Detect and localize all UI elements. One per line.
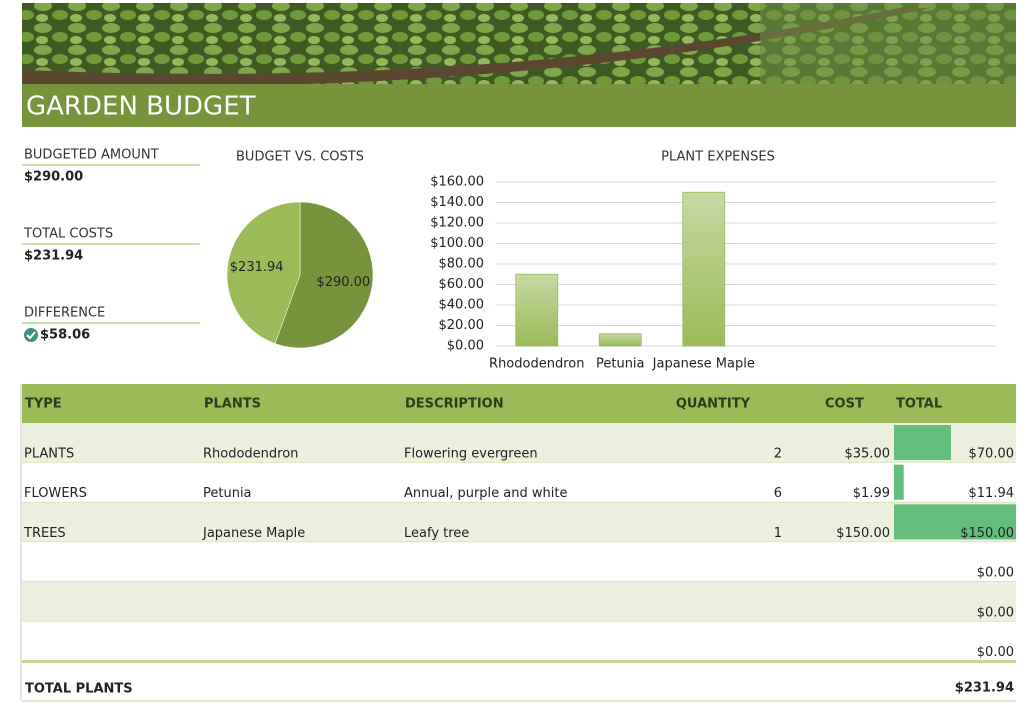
table-cell: $150.00 (836, 526, 890, 541)
pie-label: $290.00 (316, 275, 370, 290)
table-cell: $1.99 (853, 486, 890, 501)
summary-value: $231.94 (24, 249, 83, 264)
table-row (22, 502, 1016, 543)
table-cell: Japanese Maple (202, 526, 305, 541)
pie-slice (226, 201, 301, 344)
table-cell: 2 (774, 447, 782, 462)
data-bar (894, 425, 951, 460)
column-header: TOTAL (896, 397, 942, 412)
table-cell: Leafy tree (404, 526, 469, 541)
table-cell: 6 (774, 486, 782, 501)
pie-slice (274, 201, 374, 349)
table-cell: $0.00 (977, 605, 1014, 620)
bar (515, 273, 559, 347)
grass (760, 3, 1016, 84)
title-band (22, 84, 1016, 127)
column-header: QUANTITY (676, 397, 751, 412)
table-cell: Flowering evergreen (404, 447, 538, 462)
summary-value: $58.06 (40, 328, 90, 343)
table-row (22, 423, 1016, 463)
table-cell: 1 (774, 526, 782, 541)
x-tick-label: Japanese Maple (652, 357, 755, 372)
table-cell: $11.94 (969, 486, 1015, 501)
y-tick-label: $160.00 (430, 175, 484, 190)
data-bar (894, 504, 1016, 540)
table-cell: Petunia (203, 486, 252, 501)
column-header: DESCRIPTION (405, 397, 504, 412)
summary-label: TOTAL COSTS (23, 227, 113, 242)
basket-rim (22, 8, 930, 87)
table-row (22, 542, 1016, 582)
x-tick-label: Rhododendron (489, 357, 584, 372)
check-icon (24, 328, 38, 342)
table-cell: PLANTS (24, 447, 74, 462)
bar (598, 333, 642, 347)
table-header (22, 384, 1016, 423)
table-cell: Rhododendron (203, 447, 298, 462)
chart-title: PLANT EXPENSES (661, 150, 775, 165)
column-header: TYPE (25, 397, 62, 412)
y-tick-label: $60.00 (439, 277, 485, 292)
table-row (22, 462, 1016, 503)
table-cell: $70.00 (969, 447, 1015, 462)
data-bar (894, 464, 904, 500)
table-cell: $0.00 (977, 566, 1014, 581)
pie-label: $231.94 (230, 260, 284, 275)
y-tick-label: $140.00 (430, 195, 484, 210)
column-header: COST (825, 397, 864, 412)
table-cell: $0.00 (977, 645, 1014, 660)
y-tick-label: $0.00 (447, 339, 484, 354)
total-value: $231.94 (955, 681, 1014, 696)
table-row (22, 581, 1016, 622)
page-title: GARDEN BUDGET (26, 92, 256, 122)
table-cell: $150.00 (960, 526, 1014, 541)
table-cell: Annual, purple and white (404, 486, 567, 501)
summary-value: $290.00 (24, 170, 83, 185)
chart-title: BUDGET VS. COSTS (236, 150, 364, 165)
table-cell: $35.00 (845, 447, 891, 462)
check-mark (26, 331, 36, 340)
x-tick-label: Petunia (596, 357, 645, 372)
summary-label: BUDGETED AMOUNT (24, 148, 159, 163)
y-tick-label: $120.00 (430, 216, 484, 231)
y-tick-label: $40.00 (439, 298, 485, 313)
column-header: PLANTS (204, 397, 261, 412)
y-tick-label: $80.00 (439, 257, 485, 272)
table-row (22, 621, 1016, 662)
y-tick-label: $100.00 (430, 236, 484, 251)
summary-label: DIFFERENCE (24, 306, 105, 321)
total-label: TOTAL PLANTS (25, 682, 133, 697)
table-cell: FLOWERS (24, 486, 87, 501)
bar (682, 191, 726, 347)
table-cell: TREES (23, 526, 66, 541)
y-tick-label: $20.00 (439, 318, 485, 333)
